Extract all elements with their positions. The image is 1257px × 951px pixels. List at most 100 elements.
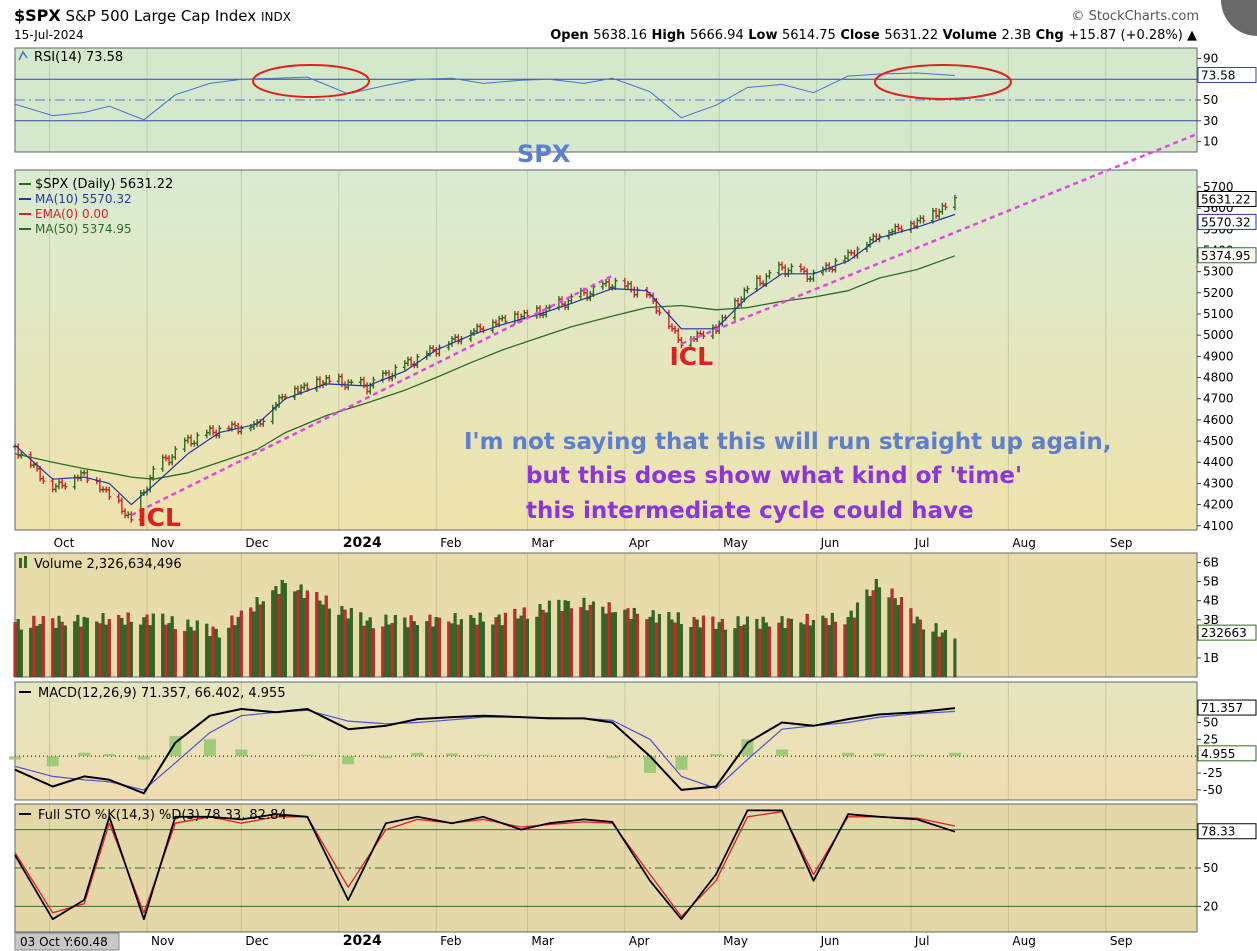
volume-bar xyxy=(494,617,498,678)
volume-bar xyxy=(830,612,834,678)
price-legend-entry: $SPX (Daily) 5631.22 xyxy=(35,177,173,192)
macd-histogram-bar xyxy=(46,756,59,767)
volume-bar xyxy=(899,597,904,678)
volume-bar xyxy=(874,578,878,678)
price-tick-label: 4500 xyxy=(1203,434,1234,448)
price-x-tick-label: Aug xyxy=(1012,536,1035,550)
volume-bar xyxy=(563,600,567,678)
price-legend-entry: MA(10) 5570.32 xyxy=(35,192,132,206)
volume-bar xyxy=(214,628,218,678)
volume-bar xyxy=(425,621,429,678)
volume-bar xyxy=(566,601,570,678)
sto-x-tick-label: Jul xyxy=(914,934,929,948)
volume-bar xyxy=(403,617,407,678)
volume-legend-icon xyxy=(24,556,27,568)
macd-histogram-bar xyxy=(543,756,556,757)
volume-bar xyxy=(912,623,916,678)
price-legend-entry: EMA(0) 0.00 xyxy=(35,207,109,221)
brand-link[interactable]: © StockCharts.com xyxy=(1071,9,1199,24)
volume-bar xyxy=(557,599,561,678)
volume-legend: Volume 2,326,634,496 xyxy=(34,557,182,572)
volume-bar xyxy=(742,624,746,678)
price-tick-label: 4100 xyxy=(1203,519,1234,533)
volume-bar xyxy=(447,621,451,678)
rsi-tick-label: 50 xyxy=(1203,93,1218,107)
volume-bar xyxy=(54,627,58,678)
volume-bar xyxy=(535,616,539,678)
volume-bar xyxy=(865,589,869,678)
volume-bar xyxy=(667,612,671,678)
chg-label: Chg xyxy=(1035,28,1064,43)
macd-histogram-bar xyxy=(445,753,458,757)
sto-x-tick-label: Jun xyxy=(820,934,840,948)
volume-bar xyxy=(337,614,341,678)
macd-histogram-bar xyxy=(710,754,723,757)
volume-bar xyxy=(186,619,190,678)
price-x-tick-label: Feb xyxy=(440,536,461,550)
volume-bar xyxy=(230,615,234,678)
volume-bar xyxy=(500,625,504,678)
volume-bar xyxy=(931,631,935,678)
sto-last-value: 78.33 xyxy=(1201,825,1235,839)
volume-bar xyxy=(855,602,860,678)
macd-last-value: 71.357 xyxy=(1201,701,1243,715)
macd-tick-label: 25 xyxy=(1203,732,1218,746)
macd-histogram-bar xyxy=(78,752,91,757)
volume-bar xyxy=(142,617,146,678)
volume-bar xyxy=(161,613,165,678)
volume-bar xyxy=(195,620,199,678)
volume-bar xyxy=(601,606,605,678)
volume-bar xyxy=(714,628,718,678)
price-tick-label: 4900 xyxy=(1203,349,1234,363)
volume-bar xyxy=(19,629,23,678)
volume-bar xyxy=(305,590,309,678)
sto-x-tick-label: Apr xyxy=(629,934,650,948)
rsi-legend-icon xyxy=(18,50,28,61)
volume-bar xyxy=(283,583,287,678)
volume-bar xyxy=(406,627,410,678)
volume-bar xyxy=(626,608,630,678)
volume-bar xyxy=(327,608,331,678)
macd-histogram-bar xyxy=(235,749,248,757)
price-tick-label: 4800 xyxy=(1203,371,1234,385)
macd-last-value-box xyxy=(1197,699,1257,716)
sto-legend: Full STO %K(14,3) %D(3) 78.33, 82.84 xyxy=(38,808,287,823)
volume-bar xyxy=(359,612,363,678)
volume-bar xyxy=(381,626,385,678)
volume-bar xyxy=(384,614,388,678)
rsi-highlight-circle xyxy=(874,64,1012,100)
volume-bar xyxy=(761,616,765,678)
chart-date: 15-Jul-2024 xyxy=(14,28,84,42)
ma10-line xyxy=(14,213,956,506)
volume-bar xyxy=(755,618,759,678)
volume-bar xyxy=(274,586,278,678)
symbol: $SPX xyxy=(14,6,61,25)
volume-bar xyxy=(208,636,212,678)
volume-bar xyxy=(560,611,564,678)
volume-bar xyxy=(104,624,108,678)
open-value: 5638.16 xyxy=(593,28,647,43)
sto-k-line xyxy=(14,809,956,921)
volume-bar xyxy=(456,624,460,678)
volume-bar xyxy=(717,622,721,678)
icl-annotation: ICL xyxy=(137,503,181,532)
volume-bar xyxy=(38,624,42,678)
volume-bar xyxy=(808,625,812,678)
price-tick-label: 4200 xyxy=(1203,498,1234,512)
macd-hist-last-value-box xyxy=(1197,745,1257,762)
volume-bar xyxy=(390,623,394,678)
ohlc-readout: Open 5638.16 High 5666.94 Low 5614.75 Cl… xyxy=(550,28,1197,43)
low-value: 5614.75 xyxy=(782,28,836,43)
volume-bar xyxy=(516,618,520,678)
volume-bar xyxy=(783,628,787,678)
icl-annotation: ICL xyxy=(669,342,713,371)
chart-title: $SPX S&P 500 Large Cap Index INDX xyxy=(14,6,291,25)
price-x-tick-label: Nov xyxy=(151,536,174,550)
volume-bar xyxy=(126,612,130,678)
volume-bar xyxy=(79,626,83,678)
volume-bar xyxy=(802,624,806,678)
volume-bar xyxy=(767,626,772,678)
volume-last-value-box xyxy=(1197,624,1257,641)
volume-bar xyxy=(739,626,743,678)
chg-value: +15.87 (+0.28%) ▲ xyxy=(1068,28,1197,43)
